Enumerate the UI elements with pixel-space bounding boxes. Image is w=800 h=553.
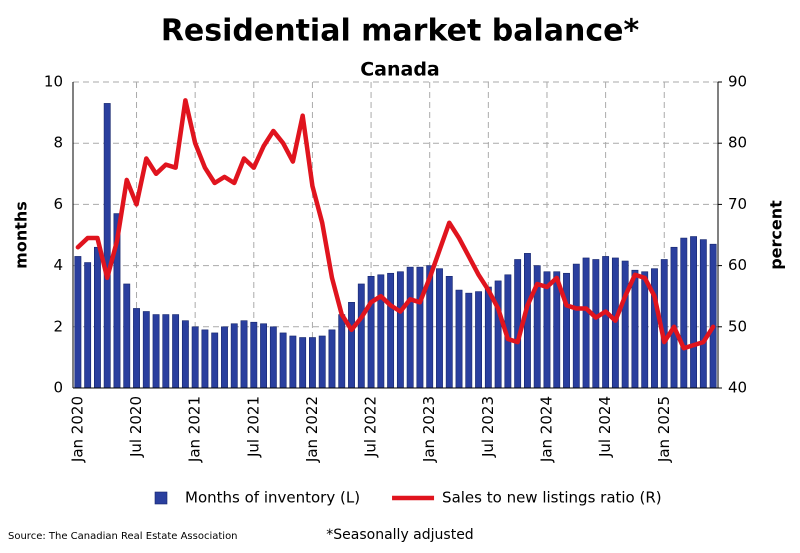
bar — [602, 256, 610, 389]
legend-label: Sales to new listings ratio (R) — [442, 489, 662, 507]
bar — [445, 276, 453, 389]
bar — [494, 280, 502, 389]
bar — [338, 314, 346, 389]
y-axis-label: months — [12, 201, 31, 269]
bar — [289, 335, 297, 389]
bar — [367, 276, 375, 389]
bar — [74, 256, 82, 389]
x-tick-label: Jan 2022 — [303, 396, 321, 463]
x-tick-label: Jan 2023 — [420, 396, 438, 463]
y-tick-label: 10 — [44, 73, 63, 91]
y-tick-label: 2 — [53, 317, 63, 335]
line — [75, 98, 716, 351]
footnote: *Seasonally adjusted — [326, 527, 473, 543]
bar — [436, 268, 443, 389]
bar — [299, 337, 307, 389]
bar — [416, 266, 424, 389]
bar — [211, 332, 219, 389]
y2-tick-label: 90 — [728, 73, 747, 91]
bar — [309, 337, 316, 389]
bar — [133, 308, 140, 389]
y2-tick-label: 80 — [728, 134, 747, 152]
bar — [514, 259, 522, 389]
bar — [240, 320, 248, 389]
y2-tick-label: 50 — [728, 317, 747, 335]
bar — [260, 323, 267, 389]
x-tick-label: Jan 2020 — [68, 396, 86, 463]
bar — [191, 326, 199, 389]
bar — [201, 329, 209, 389]
bar — [84, 262, 92, 389]
chart-subtitle: Canada — [360, 59, 440, 81]
chart-title: Residential market balance* — [161, 14, 640, 49]
bar — [406, 266, 414, 389]
bar — [181, 320, 189, 389]
bar — [152, 314, 160, 389]
bar — [142, 311, 150, 389]
bar — [387, 272, 395, 389]
bar — [279, 332, 287, 389]
bar — [221, 326, 228, 389]
bar — [611, 257, 619, 389]
bar — [328, 329, 336, 389]
bar — [465, 292, 473, 389]
bar — [172, 314, 180, 389]
bar — [699, 239, 707, 389]
bar — [250, 321, 258, 389]
bar — [631, 269, 639, 389]
bar — [690, 236, 697, 389]
bar — [651, 268, 658, 389]
bar — [680, 237, 688, 389]
y-tick-label: 4 — [53, 256, 63, 274]
bar — [103, 103, 111, 389]
bar — [377, 274, 385, 389]
y-tick-label: 0 — [53, 379, 63, 397]
bar — [123, 283, 131, 389]
bar — [563, 272, 570, 389]
y2-axis-label: percent — [767, 200, 786, 270]
x-tick-label: Jul 2021 — [244, 396, 262, 458]
bar — [269, 326, 277, 389]
x-tick-label: Jan 2021 — [186, 396, 204, 463]
bar — [592, 259, 600, 389]
x-tick-label: Jul 2020 — [127, 396, 145, 458]
bar — [162, 314, 170, 389]
bar — [455, 289, 463, 389]
bar — [572, 263, 580, 389]
bar — [582, 257, 590, 389]
bar — [357, 283, 365, 389]
y2-tick-label: 60 — [728, 256, 747, 274]
bar — [709, 243, 717, 389]
y2-tick-label: 70 — [728, 195, 747, 213]
x-tick-label: Jan 2025 — [655, 396, 673, 463]
bar — [94, 246, 101, 389]
source-note: Source: The Canadian Real Estate Associa… — [8, 531, 238, 542]
y2-tick-label: 40 — [728, 379, 747, 397]
x-tick-label: Jul 2023 — [479, 396, 497, 458]
y-tick-label: 6 — [53, 195, 63, 213]
x-tick-label: Jul 2024 — [596, 396, 614, 458]
x-tick-label: Jan 2024 — [537, 396, 555, 463]
bar — [621, 260, 629, 389]
bar — [230, 323, 238, 389]
bar — [396, 271, 404, 389]
bar — [670, 246, 678, 389]
legend-label: Months of inventory (L) — [185, 489, 360, 507]
bar — [475, 291, 482, 389]
bar — [641, 271, 649, 389]
y-tick-label: 8 — [53, 134, 63, 152]
bar — [318, 335, 326, 389]
bar — [484, 286, 492, 389]
bar — [348, 302, 355, 389]
x-tick-label: Jul 2022 — [362, 396, 380, 458]
legend-swatch — [154, 491, 168, 505]
